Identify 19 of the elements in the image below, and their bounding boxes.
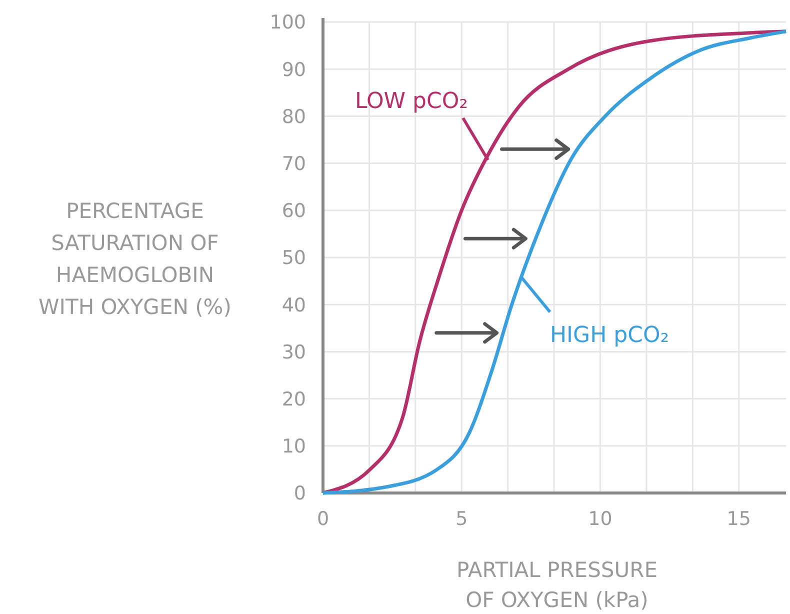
series-label: LOW pCO₂ — [355, 89, 468, 114]
y-tick-label: 20 — [282, 388, 306, 410]
y-axis-title: PERCENTAGE SATURATION OF HAEMOGLOBIN WITH OXYGEN (%) — [38, 199, 232, 319]
x-axis-title: PARTIAL PRESSURE OF OXYGEN (kPa) — [456, 558, 658, 612]
x-tick-label: 15 — [726, 508, 751, 530]
y-tick-label: 0 — [294, 482, 306, 505]
x-tick-label: 10 — [588, 508, 612, 530]
y-tick-label: 90 — [282, 58, 306, 81]
y-tick-label: 70 — [282, 152, 306, 175]
legend-label: HIGH pCO₂ — [550, 323, 670, 348]
y-tick-label: 30 — [282, 341, 306, 364]
x-tick-label: 5 — [456, 508, 468, 530]
y-tick-label: 50 — [282, 247, 306, 270]
y-tick-label: 60 — [282, 200, 306, 222]
y-tick-label: 80 — [282, 106, 306, 128]
x-tick-label: 0 — [316, 508, 330, 530]
y-tick-label: 40 — [282, 294, 306, 316]
y-tick-label: 100 — [270, 12, 306, 34]
y-tick-label: 10 — [282, 436, 306, 458]
